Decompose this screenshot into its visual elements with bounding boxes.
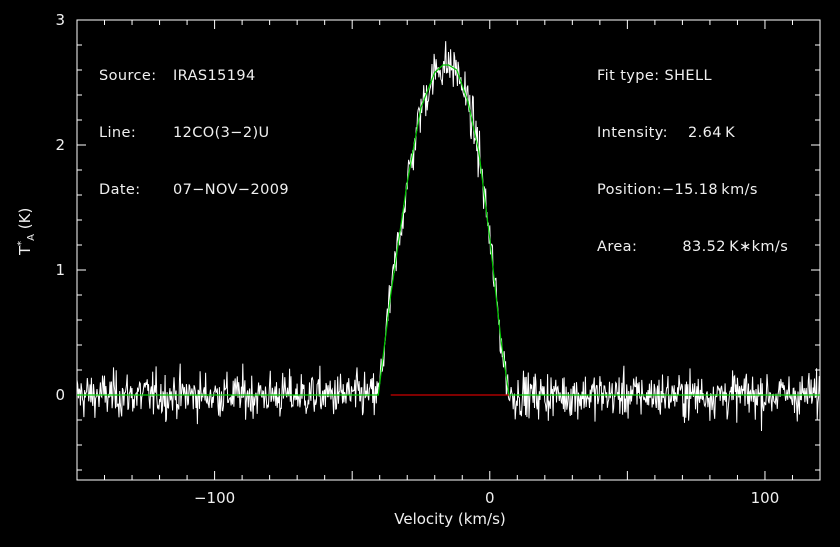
position-value: −15.18 km/s bbox=[661, 182, 758, 198]
intensity-key: Intensity: bbox=[597, 125, 668, 141]
y-axis-label-unit: (K) bbox=[16, 207, 34, 230]
date-row: Date: 07−NOV−2009 bbox=[99, 182, 289, 207]
header-left: Source: IRAS15194 Line: 12CO(3−2)U Date: 07… bbox=[99, 36, 289, 223]
fit-type-row: Fit type: SHELL bbox=[597, 68, 788, 93]
area-key: Area: bbox=[597, 239, 638, 255]
y-tick-label: 3 bbox=[55, 11, 65, 29]
source-value: IRAS15194 bbox=[173, 68, 256, 84]
position-row: Position:−15.18 km/s bbox=[597, 182, 788, 207]
y-tick-label: 1 bbox=[55, 261, 65, 279]
y-axis-label-sup: * bbox=[16, 240, 27, 246]
area-row: Area: 83.52 K∗km/s bbox=[597, 239, 788, 264]
x-tick-label: −100 bbox=[194, 489, 235, 507]
y-tick-label: 0 bbox=[55, 386, 65, 404]
date-key: Date: bbox=[99, 182, 141, 198]
line-key: Line: bbox=[99, 125, 137, 141]
header-right: Fit type: SHELL Intensity: 2.64 K Positi… bbox=[597, 36, 788, 280]
y-axis-label-symbol: T bbox=[16, 245, 34, 255]
plot-frame bbox=[76, 19, 821, 481]
x-tick-label: 0 bbox=[485, 489, 495, 507]
source-row: Source: IRAS15194 bbox=[99, 68, 289, 93]
x-axis-label: Velocity (km/s) bbox=[394, 510, 506, 528]
area-value: 83.52 K∗km/s bbox=[637, 239, 789, 255]
line-value: 12CO(3−2)U bbox=[173, 125, 270, 141]
y-tick-label: 2 bbox=[55, 136, 65, 154]
source-key: Source: bbox=[99, 68, 157, 84]
y-axis-label: T*A (K) bbox=[16, 208, 37, 255]
y-axis-label-sub: A bbox=[26, 233, 37, 241]
date-value: 07−NOV−2009 bbox=[173, 182, 289, 198]
line-row: Line: 12CO(3−2)U bbox=[99, 125, 289, 150]
fit-type-value: SHELL bbox=[659, 68, 712, 84]
position-key: Position: bbox=[597, 182, 662, 198]
x-tick-label: 100 bbox=[751, 489, 780, 507]
fit-line bbox=[77, 64, 820, 396]
fit-type-key: Fit type: bbox=[597, 68, 660, 84]
intensity-value: 2.64 K bbox=[667, 125, 736, 141]
intensity-row: Intensity: 2.64 K bbox=[597, 125, 788, 150]
